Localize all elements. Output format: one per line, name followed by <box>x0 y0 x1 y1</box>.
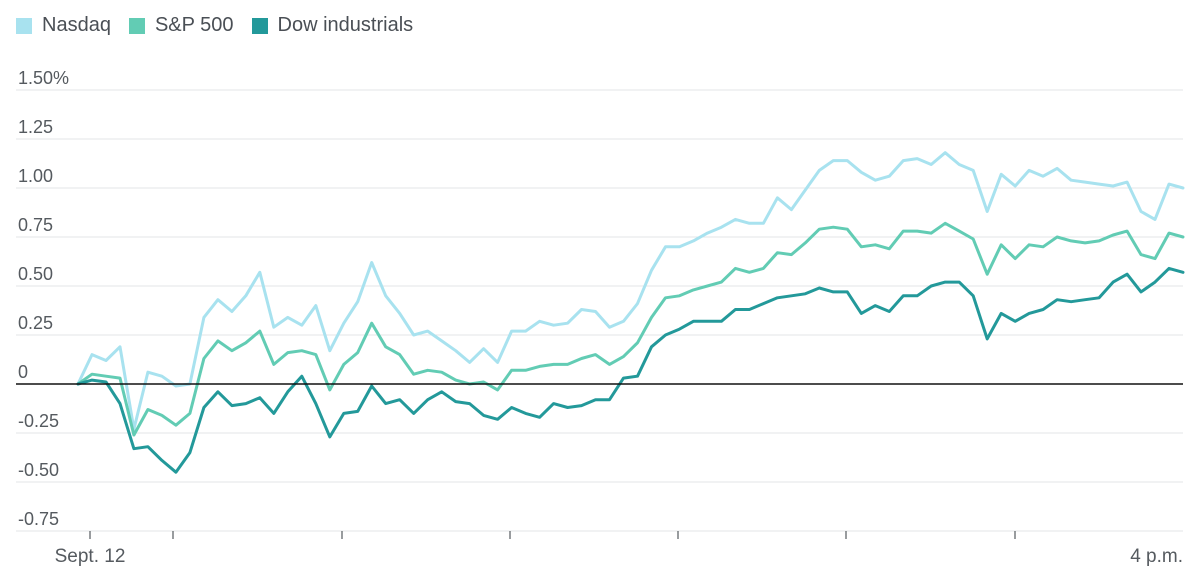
legend-label-sp500: S&P 500 <box>154 14 234 36</box>
x-label-start: Sept. 12 <box>55 546 126 567</box>
series-line-sp500 <box>76 221 1185 437</box>
y-tick-label: 0 <box>18 362 28 382</box>
y-tick-label: -0.25 <box>18 411 59 431</box>
series-line-dow <box>76 266 1185 474</box>
x-label-end: 4 p.m. <box>1130 546 1183 567</box>
y-tick-label: 0.25 <box>18 313 53 333</box>
y-tick-label: -0.75 <box>18 509 59 529</box>
y-tick-label: 0.50 <box>18 264 53 284</box>
y-tick-label: 1.00 <box>18 166 53 186</box>
grid-layer <box>16 89 1183 532</box>
legend-swatch-nasdaq <box>16 17 32 34</box>
legend-swatch-sp500 <box>128 17 145 34</box>
legend-item-nasdaq: Nasdaq <box>16 14 111 37</box>
legend-label-dow: Dow industrials <box>277 14 414 36</box>
series-line-nasdaq <box>76 151 1185 431</box>
series-layer <box>76 151 1185 474</box>
legend-item-sp500: S&P 500 <box>128 14 234 37</box>
legend-item-dow: Dow industrials <box>251 14 414 37</box>
legend-swatch-dow <box>251 17 268 34</box>
y-tick-label: 1.50% <box>18 68 69 88</box>
legend: Nasdaq S&P 500 Dow industrials <box>16 14 413 37</box>
axis-layer: 1.50% 1.25 1.00 0.75 0.50 0.25 0 -0.25 -0.50 -0.7… <box>16 68 1183 539</box>
legend-label-nasdaq: Nasdaq <box>42 14 111 36</box>
y-tick-label: 1.25 <box>18 117 53 137</box>
y-tick-label: -0.50 <box>18 460 59 480</box>
y-tick-label: 0.75 <box>18 215 53 235</box>
